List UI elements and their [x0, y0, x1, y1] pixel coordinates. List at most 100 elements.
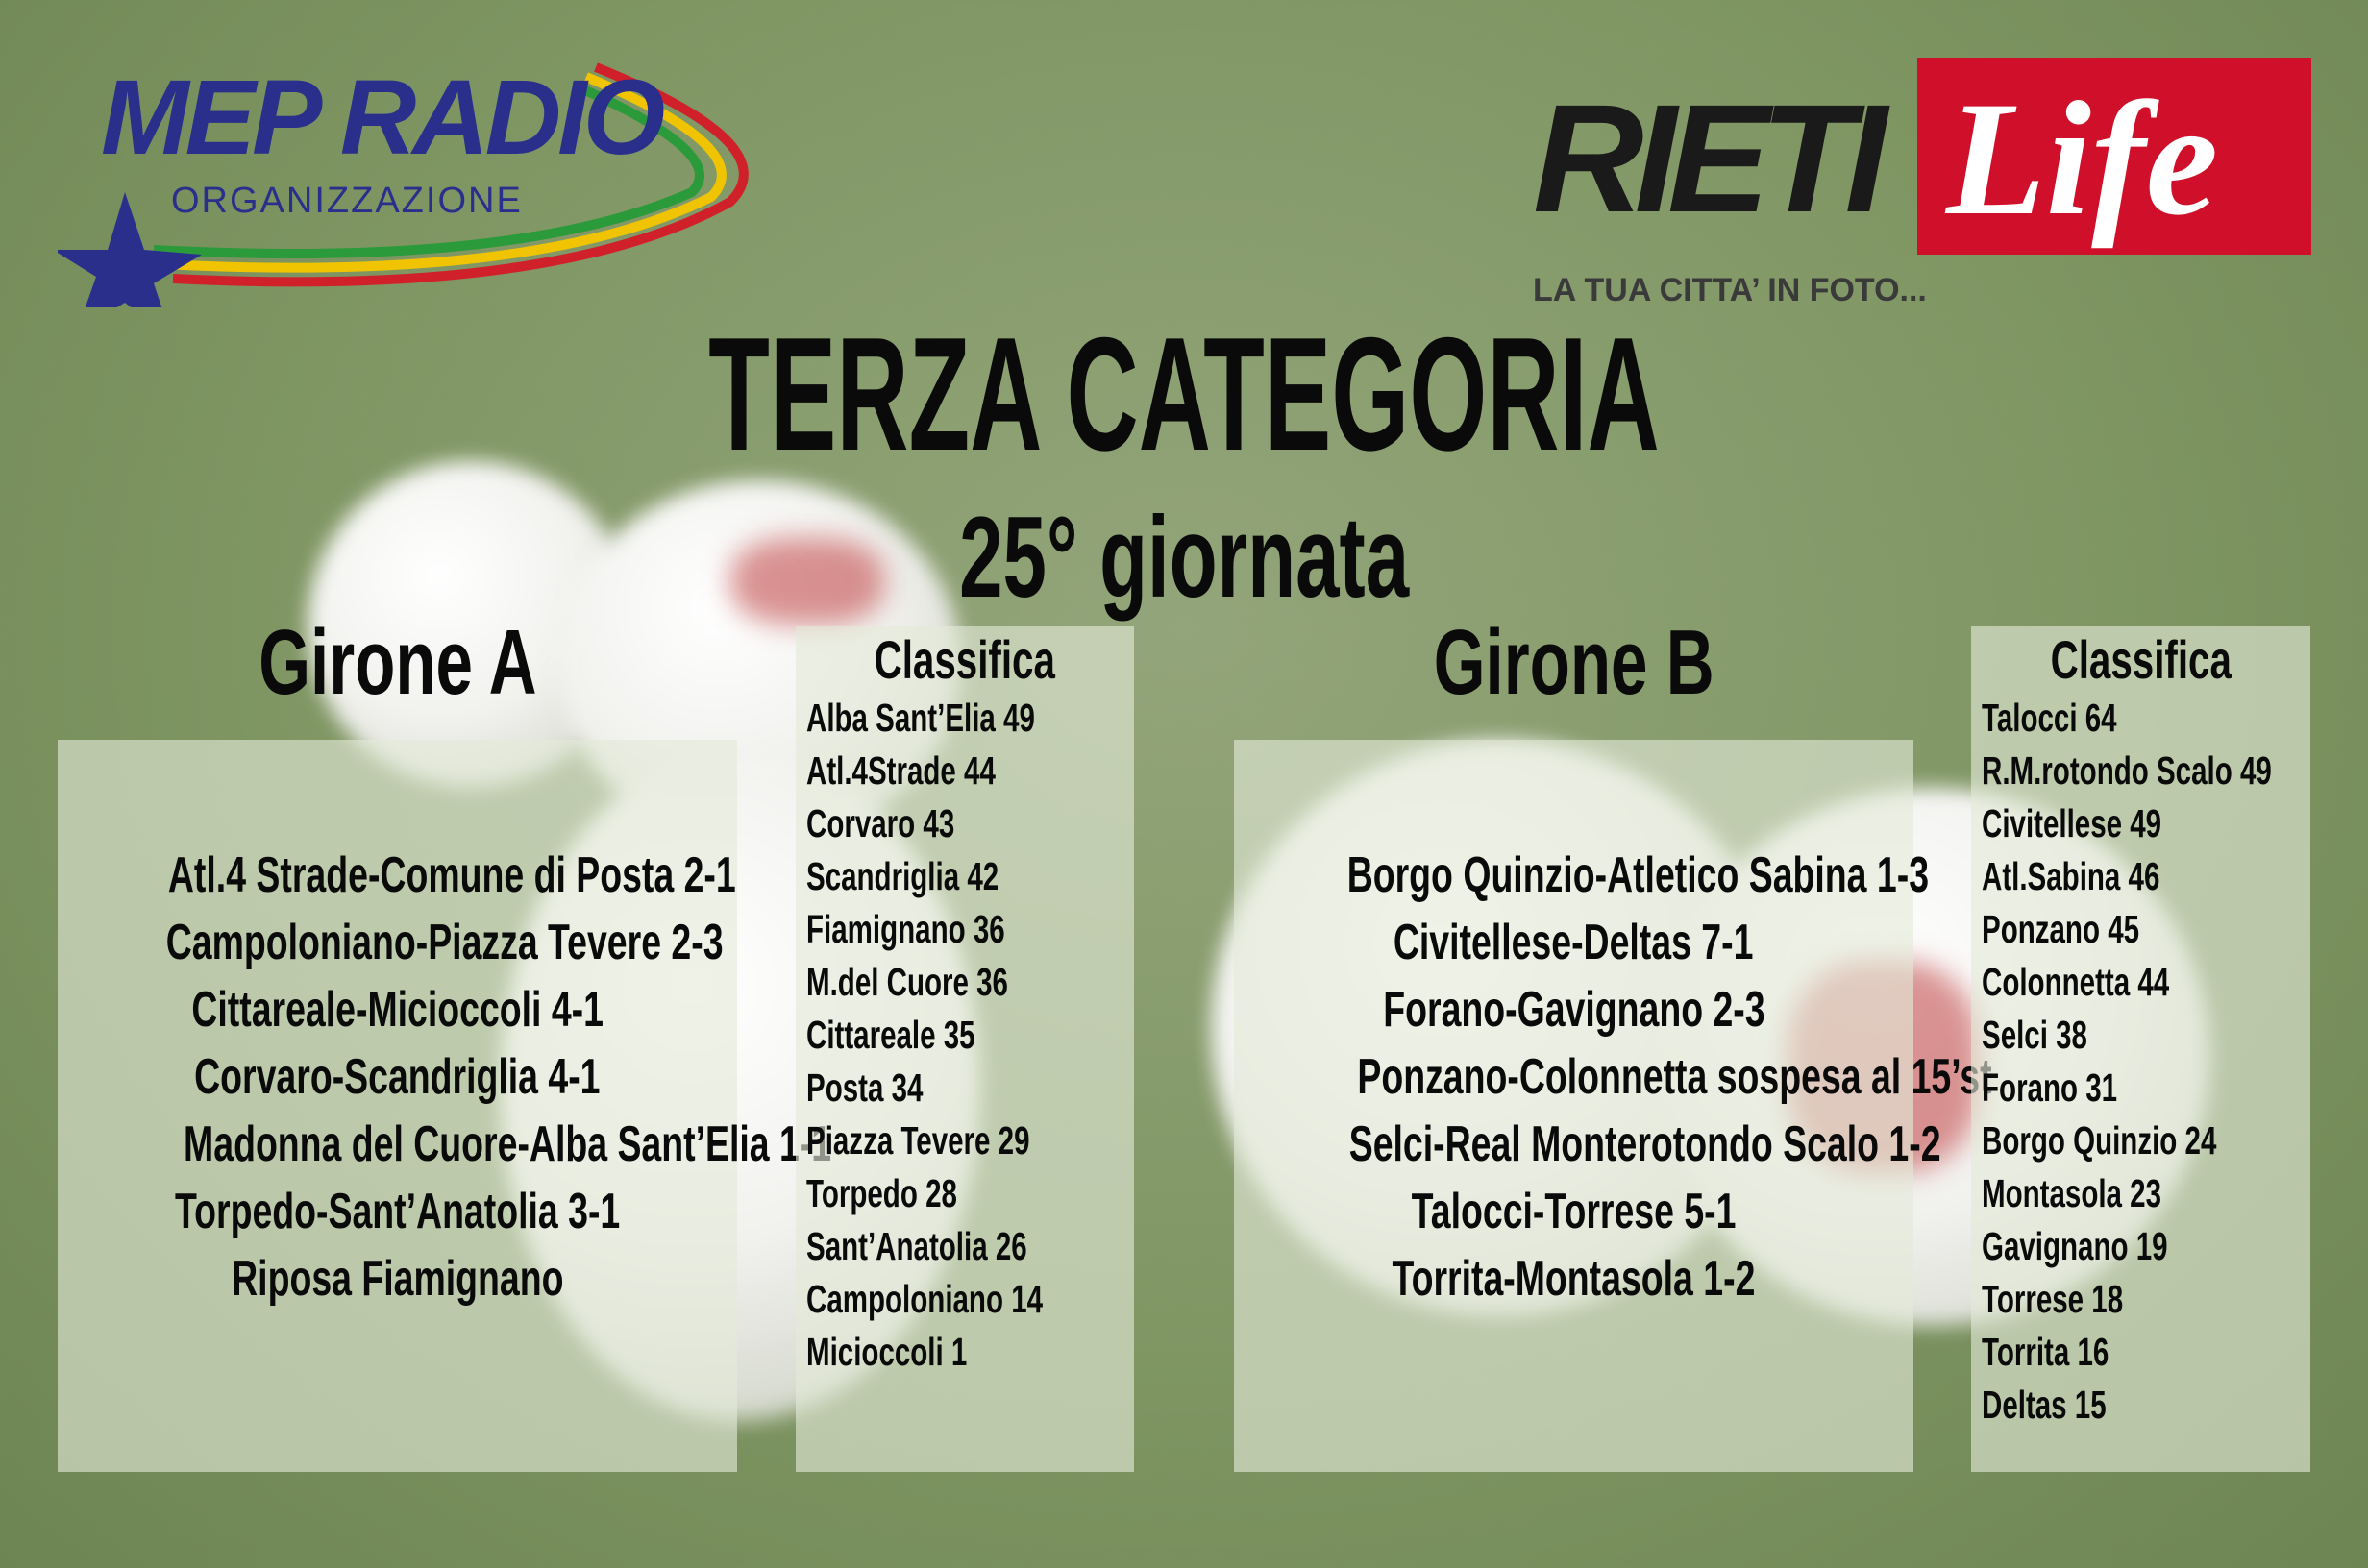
standing-text: Colonnetta 44 [1982, 960, 2170, 1004]
match-text: Torrita-Montasola 1-2 [1392, 1251, 1756, 1307]
match-row: Torpedo-Sant’Anatolia 3-1 [58, 1178, 737, 1245]
standing-row: Torpedo 28 [806, 1167, 1135, 1220]
girone-b-standings-panel: Classifica Talocci 64 R.M.rotondo Scalo … [1971, 626, 2310, 1472]
standing-text: M.del Cuore 36 [806, 960, 1008, 1004]
logo-tagline: LA TUA CITTA’ IN FOTO... [1533, 272, 1927, 308]
standing-row: M.del Cuore 36 [806, 956, 1135, 1009]
logo-organizzazione-text: ORGANIZZAZIONE [171, 181, 523, 221]
match-row: Ponzano-Colonnetta sospesa al 15’st [1234, 1043, 1991, 1111]
logo-mep-radio-text: MEP RADIO [101, 59, 665, 177]
standing-text: Piazza Tevere 29 [806, 1118, 1030, 1163]
standing-text: R.M.rotondo Scalo 49 [1982, 748, 2272, 793]
standing-text: Fiamignano 36 [806, 907, 1005, 951]
standing-row: Ponzano 45 [1982, 903, 2368, 956]
match-text: Borgo Quinzio-Atletico Sabina 1-3 [1346, 847, 1930, 903]
standing-row: Fiamignano 36 [806, 903, 1135, 956]
standing-text: Torpedo 28 [806, 1171, 957, 1215]
standing-row: Deltas 15 [1982, 1379, 2368, 1432]
match-row: Selci-Real Monterotondo Scalo 1-2 [1234, 1111, 1941, 1178]
standing-row: Selci 38 [1982, 1009, 2368, 1062]
ball-stripe [730, 538, 884, 625]
logo-rieti-text: RIETI [1533, 72, 1887, 244]
standing-text: Campoloniano 14 [806, 1277, 1044, 1321]
standings-title-text: Classifica [874, 629, 1056, 690]
match-row: Cittareale-Micioccoli 4-1 [58, 976, 737, 1043]
match-text: Cittareale-Micioccoli 4-1 [191, 982, 604, 1038]
rieti-life-logo: RIETI Life LA TUA CITTA’ IN FOTO... [1533, 58, 2311, 317]
logo-life-text: Life [1946, 68, 2219, 249]
standing-row: Colonnetta 44 [1982, 956, 2368, 1009]
match-row: Madonna del Cuore-Alba Sant’Elia 1-1 [58, 1111, 831, 1178]
match-text: Corvaro-Scandriglia 4-1 [194, 1049, 601, 1105]
standing-row: Forano 31 [1982, 1062, 2368, 1115]
standing-text: Atl.Sabina 46 [1982, 854, 2160, 898]
round-subtitle: 25° giornata [959, 493, 1409, 622]
standing-text: Forano 31 [1982, 1066, 2118, 1110]
standing-row: Civitellese 49 [1982, 797, 2368, 850]
standing-row: Corvaro 43 [806, 797, 1135, 850]
standing-row: Borgo Quinzio 24 [1982, 1115, 2368, 1167]
girone-b-matches-panel: Borgo Quinzio-Atletico Sabina 1-3 Civite… [1234, 740, 1992, 1472]
match-row: Corvaro-Scandriglia 4-1 [58, 1043, 737, 1111]
match-text: Selci-Real Monterotondo Scalo 1-2 [1348, 1116, 1941, 1172]
match-text: Madonna del Cuore-Alba Sant’Elia 1-1 [184, 1116, 832, 1172]
standings-title-text: Classifica [2050, 629, 2232, 690]
match-row: Torrita-Montasola 1-2 [1234, 1245, 1913, 1312]
standing-row: Torrese 18 [1982, 1273, 2368, 1326]
logo-swoosh [58, 62, 749, 307]
standing-text: Sant’Anatolia 26 [806, 1224, 1027, 1268]
page-title: TERZA CATEGORIA [708, 304, 1660, 484]
match-text: Ponzano-Colonnetta sospesa al 15’st [1357, 1049, 1992, 1105]
girone-a-heading: Girone A [258, 611, 537, 714]
standing-row: R.M.rotondo Scalo 49 [1982, 745, 2368, 797]
standing-text: Selci 38 [1982, 1013, 2087, 1057]
standing-text: Micioccoli 1 [806, 1330, 968, 1374]
match-text: Talocci-Torrese 5-1 [1411, 1184, 1737, 1239]
girone-b-heading: Girone B [1433, 611, 1714, 714]
match-text: Campoloniano-Piazza Tevere 2-3 [165, 915, 724, 970]
girone-a-standings-panel: Classifica Alba Sant’Elia 49 Atl.4Strade… [796, 626, 1134, 1472]
girone-a-matches-panel: Atl.4 Strade-Comune di Posta 2-1 Campolo… [58, 740, 831, 1472]
logo-life-box [1917, 58, 2311, 255]
standing-text: Gavignano 19 [1982, 1224, 2168, 1268]
standing-row: Campoloniano 14 [806, 1273, 1135, 1326]
standing-text: Deltas 15 [1982, 1383, 2107, 1427]
standing-row: Cittareale 35 [806, 1009, 1135, 1062]
match-row: Campoloniano-Piazza Tevere 2-3 [58, 909, 737, 976]
match-row: Atl.4 Strade-Comune di Posta 2-1 [58, 842, 737, 909]
match-row: Civitellese-Deltas 7-1 [1234, 909, 1913, 976]
match-text: Torpedo-Sant’Anatolia 3-1 [174, 1184, 621, 1239]
star-icon [58, 192, 202, 307]
standing-text: Borgo Quinzio 24 [1982, 1118, 2217, 1163]
standings-title: Classifica [796, 626, 1134, 694]
standing-text: Torrese 18 [1982, 1277, 2124, 1321]
standing-text: Talocci 64 [1982, 696, 2117, 740]
standing-row: Talocci 64 [1982, 692, 2368, 745]
match-text: Forano-Gavignano 2-3 [1382, 982, 1765, 1038]
standing-text: Cittareale 35 [806, 1013, 975, 1057]
standing-text: Posta 34 [806, 1066, 924, 1110]
standing-row: Scandriglia 42 [806, 850, 1135, 903]
standing-text: Corvaro 43 [806, 801, 955, 845]
match-text: Civitellese-Deltas 7-1 [1394, 915, 1754, 970]
standing-row: Montasola 23 [1982, 1167, 2368, 1220]
standing-text: Ponzano 45 [1982, 907, 2140, 951]
standings-title: Classifica [1971, 626, 2310, 694]
standing-row: Alba Sant’Elia 49 [806, 692, 1135, 745]
match-row: Riposa Fiamignano [58, 1245, 737, 1312]
match-text: Riposa Fiamignano [231, 1251, 564, 1307]
standing-text: Civitellese 49 [1982, 801, 2162, 845]
standing-row: Micioccoli 1 [806, 1326, 1135, 1379]
standing-row: Torrita 16 [1982, 1326, 2368, 1379]
standing-row: Piazza Tevere 29 [806, 1115, 1135, 1167]
standing-row: Atl.Sabina 46 [1982, 850, 2368, 903]
mep-radio-logo: MEP RADIO ORGANIZZAZIONE [58, 58, 750, 307]
standing-text: Montasola 23 [1982, 1171, 2162, 1215]
match-row: Borgo Quinzio-Atletico Sabina 1-3 [1234, 842, 1929, 909]
standing-text: Torrita 16 [1982, 1330, 2109, 1374]
standing-row: Atl.4Strade 44 [806, 745, 1135, 797]
match-row: Talocci-Torrese 5-1 [1234, 1178, 1913, 1245]
match-row: Forano-Gavignano 2-3 [1234, 976, 1913, 1043]
standing-text: Alba Sant’Elia 49 [806, 696, 1035, 740]
standing-row: Posta 34 [806, 1062, 1135, 1115]
